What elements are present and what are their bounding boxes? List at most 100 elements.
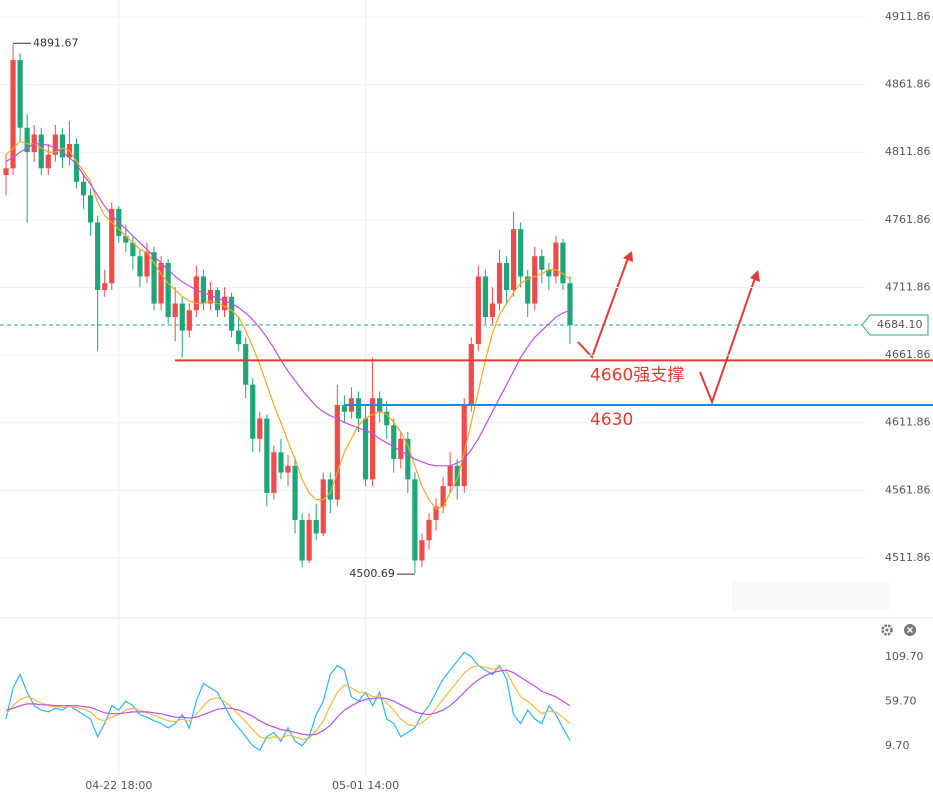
candle-body [567, 283, 573, 326]
line-series [5, 664, 571, 741]
candle-body [172, 303, 178, 318]
candle-body [214, 290, 221, 311]
candle-body [398, 438, 404, 460]
candle-body [264, 418, 270, 493]
candle-body [137, 256, 143, 277]
last-price-label: 4684.10 [877, 318, 923, 331]
candle-body [151, 252, 157, 304]
candle-body [327, 479, 333, 500]
candle-body [447, 465, 453, 487]
arrow [577, 257, 629, 359]
candle-body [320, 479, 326, 534]
candle-body [3, 168, 9, 176]
candle-body [341, 404, 347, 412]
y-tick-label: 4511.86 [885, 551, 931, 564]
candle-body [532, 256, 538, 304]
candle-body [257, 418, 263, 439]
candle-body [200, 276, 206, 304]
gear-center [885, 628, 889, 632]
candle-body [489, 303, 496, 318]
candle-body [503, 262, 510, 291]
x-tick-label: 04-22 18:00 [85, 779, 152, 792]
candle-body [221, 296, 228, 311]
candle-body [433, 506, 439, 520]
candle-body [80, 181, 87, 196]
line-series [5, 651, 571, 752]
candle-body [461, 404, 467, 487]
candle-body [73, 143, 80, 182]
watermark [732, 582, 890, 610]
y-tick-label: 4911.86 [885, 10, 931, 23]
candle-body [362, 418, 369, 480]
line-series [5, 669, 571, 736]
candle-body [123, 235, 129, 243]
candle-body [440, 486, 446, 507]
candle-body [370, 398, 376, 480]
candle-body [88, 195, 94, 223]
candle-body [102, 283, 108, 291]
candle-body [454, 465, 460, 487]
candle-body [482, 276, 488, 318]
candle-body [10, 60, 16, 169]
candle-body [560, 242, 566, 284]
candle-body [496, 262, 503, 304]
candle-body [229, 296, 235, 331]
candle-body [24, 127, 30, 153]
candle-body [250, 384, 256, 439]
candle-body [243, 344, 249, 385]
candle-body [391, 425, 397, 460]
candle-body [38, 134, 44, 169]
candle-body [144, 252, 150, 277]
candle-body [59, 134, 65, 158]
candle-body [45, 154, 51, 169]
candle-body [426, 519, 432, 541]
gear [881, 624, 893, 636]
y-tick-label: 4711.86 [885, 280, 931, 293]
candle-body [292, 465, 298, 520]
high-label: 4891.67 [33, 36, 79, 49]
x-tick-label: 05-01 14:00 [332, 779, 399, 792]
line-series [5, 140, 571, 510]
candle-body [539, 256, 545, 270]
candle-body [158, 262, 164, 304]
y-tick-label: 59.70 [885, 694, 917, 707]
candle-body [236, 330, 242, 345]
candle-body [313, 519, 319, 534]
y-tick-label: 4561.86 [885, 483, 931, 496]
last-price-tag [861, 314, 929, 336]
candle-body [306, 519, 312, 561]
candle-body [384, 411, 390, 426]
candle-body [553, 242, 559, 277]
arrow-head [623, 251, 633, 262]
candle-body [511, 229, 517, 291]
candle-body [271, 452, 277, 493]
settings-icon[interactable] [881, 624, 893, 636]
candle-body [95, 222, 101, 291]
y-tick-label: 109.70 [885, 650, 924, 663]
candle-body [130, 242, 136, 257]
y-tick-label: 4661.86 [885, 348, 931, 361]
candle-body [525, 276, 531, 304]
candle-body [412, 479, 418, 561]
support-label: 4630 [590, 410, 633, 430]
y-tick-label: 4861.86 [885, 78, 931, 91]
candle-body [285, 465, 291, 473]
support-label: 4660强支撑 [590, 365, 684, 385]
candle-body [109, 208, 115, 284]
arrow [699, 277, 756, 405]
close-cross [906, 626, 914, 634]
candle-body [419, 540, 425, 561]
candle-body [186, 310, 192, 331]
candle-body [405, 438, 411, 480]
y-tick-label: 4611.86 [885, 416, 931, 429]
candle-body [475, 276, 481, 345]
close-icon[interactable] [904, 624, 916, 636]
candle-body [468, 344, 474, 405]
candle-body [207, 290, 214, 304]
candle-body [518, 229, 524, 277]
y-tick-label: 4761.86 [885, 213, 931, 226]
candle-body [179, 303, 185, 331]
